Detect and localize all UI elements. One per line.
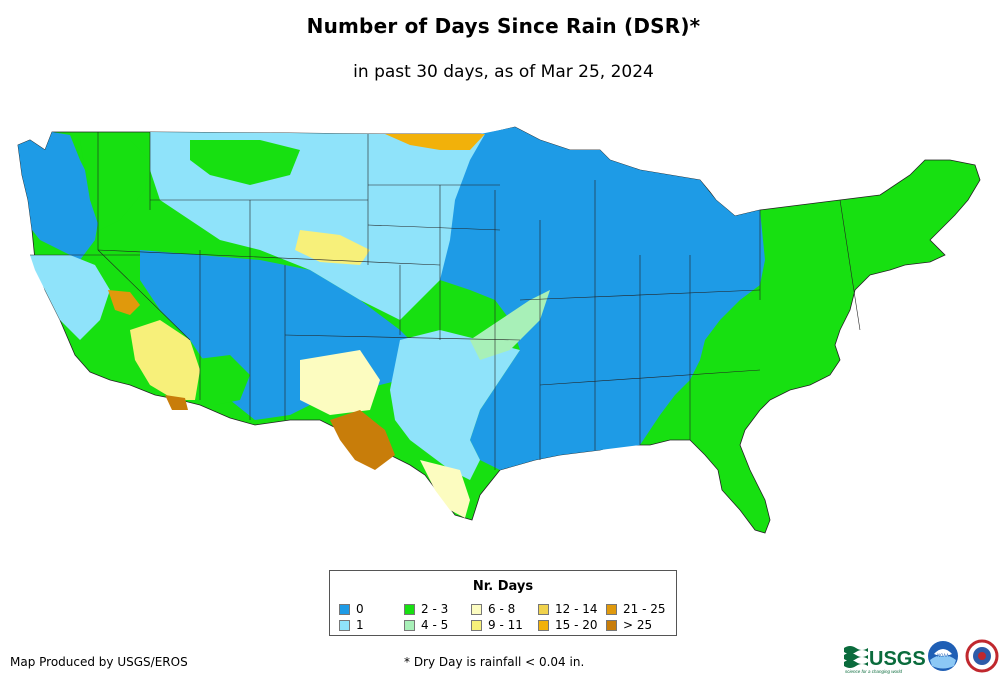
legend-title: Nr. Days bbox=[472, 579, 534, 594]
usgs-logo-text: USGS bbox=[869, 648, 926, 670]
zone-1-day-west bbox=[30, 255, 110, 340]
zone-4-5-days-oklahoma bbox=[470, 290, 550, 360]
legend-swatch bbox=[471, 620, 482, 631]
legend-label: 0 bbox=[356, 602, 364, 616]
legend-label: 9 - 11 bbox=[488, 618, 523, 632]
zone-2-3-days-arizona bbox=[190, 355, 250, 405]
noaa-text: NOAA bbox=[937, 653, 949, 658]
legend-swatch bbox=[404, 604, 415, 615]
legend-item: 12 - 14 bbox=[538, 603, 598, 615]
zone-6-11-days-texas bbox=[300, 350, 380, 415]
zone-2-3-days-idaho bbox=[80, 140, 150, 230]
zone-over-25-days-az bbox=[165, 395, 188, 410]
legend-swatch bbox=[606, 620, 617, 631]
legend-swatch bbox=[339, 604, 350, 615]
legend-item: 0 bbox=[339, 603, 364, 615]
legend-item: 4 - 5 bbox=[404, 619, 448, 631]
nws-logo bbox=[965, 639, 999, 673]
noaa-logo: NOAA bbox=[928, 641, 958, 671]
legend-label: 6 - 8 bbox=[488, 602, 516, 616]
usgs-tagline: science for a changing world bbox=[845, 669, 903, 674]
zone-0-days-central bbox=[430, 127, 765, 470]
legend-item: 6 - 8 bbox=[471, 603, 515, 615]
us-dsr-map bbox=[17, 126, 981, 534]
legend-swatch bbox=[404, 620, 415, 631]
legend-label: 1 bbox=[356, 618, 364, 632]
zone-6-11-days-south-texas bbox=[420, 460, 470, 518]
legend-item: 9 - 11 bbox=[471, 619, 523, 631]
legend-swatch bbox=[471, 604, 482, 615]
legend-label: 4 - 5 bbox=[421, 618, 449, 632]
map-credit: Map Produced by USGS/EROS bbox=[10, 655, 188, 669]
agency-logos: USGS science for a changing world NOAA bbox=[844, 639, 999, 674]
legend-label: 12 - 14 bbox=[555, 602, 598, 616]
legend-label: 21 - 25 bbox=[623, 602, 666, 616]
map-subtitle: in past 30 days, as of Mar 25, 2024 bbox=[353, 62, 654, 82]
zone-1-day-texas bbox=[390, 330, 520, 480]
zone-0-days-northwest bbox=[18, 132, 100, 260]
zone-15-20-days-dakotas bbox=[385, 134, 485, 150]
zone-21-25-days-nevada bbox=[108, 290, 140, 315]
legend-item: 1 bbox=[339, 619, 364, 631]
legend-item: 2 - 3 bbox=[404, 603, 448, 615]
legend-swatch bbox=[538, 604, 549, 615]
dry-day-footnote: * Dry Day is rainfall < 0.04 in. bbox=[404, 655, 585, 669]
state-boundaries bbox=[30, 132, 861, 470]
legend-label: > 25 bbox=[623, 618, 653, 632]
legend-swatch bbox=[538, 620, 549, 631]
zone-6-11-days-southwest bbox=[130, 320, 200, 400]
legend: Nr. Days 0 1 2 - 3 4 - 5 6 - 8 9 - 11 12… bbox=[329, 570, 677, 636]
legend-swatch bbox=[606, 604, 617, 615]
usgs-logo: USGS science for a changing world bbox=[844, 646, 926, 674]
zone-2-3-days-montana bbox=[190, 140, 300, 185]
legend-label: 2 - 3 bbox=[421, 602, 449, 616]
legend-item: > 25 bbox=[606, 619, 652, 631]
zone-6-11-days-colorado bbox=[295, 230, 370, 265]
legend-item: 21 - 25 bbox=[606, 603, 666, 615]
legend-swatch bbox=[339, 620, 350, 631]
legend-item: 15 - 20 bbox=[538, 619, 598, 631]
zone-over-25-days-west-texas bbox=[330, 410, 395, 470]
legend-label: 15 - 20 bbox=[555, 618, 598, 632]
map-title: Number of Days Since Rain (DSR)* bbox=[306, 14, 701, 38]
